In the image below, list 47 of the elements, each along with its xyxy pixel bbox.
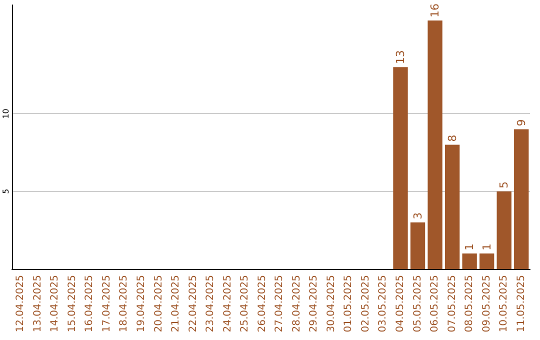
x-tick-label: 22.04.2025 xyxy=(188,275,199,332)
data-label: 5 xyxy=(498,181,511,188)
x-tick-label: 08.05.2025 xyxy=(464,275,476,332)
data-label: 8 xyxy=(446,134,459,142)
x-tick-label: 29.04.2025 xyxy=(308,275,320,332)
bar xyxy=(496,191,512,269)
x-tick-label: 24.04.2025 xyxy=(222,275,234,332)
y-tick-label: 10 xyxy=(2,108,10,119)
x-tick-label: 04.05.2025 xyxy=(395,275,406,332)
bar xyxy=(479,253,494,269)
bar xyxy=(410,222,426,269)
data-label: 9 xyxy=(514,119,528,126)
x-tick-label: 02.05.2025 xyxy=(360,275,372,332)
x-tick-label: 17.04.2025 xyxy=(101,275,112,332)
x-tick-label: 10.05.2025 xyxy=(498,275,510,332)
x-tick-label: 14.04.2025 xyxy=(50,275,61,332)
x-tick-label: 16.04.2025 xyxy=(84,275,96,332)
x-tick-label: 11.05.2025 xyxy=(516,275,527,332)
x-tick-label: 27.04.2025 xyxy=(274,275,286,332)
x-tick-label: 18.04.2025 xyxy=(118,275,130,332)
x-tick-label: 25.04.2025 xyxy=(240,275,251,332)
bar xyxy=(393,67,408,269)
x-tick-label: 06.05.2025 xyxy=(430,275,441,332)
x-tick-label: 30.04.2025 xyxy=(326,275,337,332)
data-label: 1 xyxy=(480,243,494,250)
x-tick-label: 15.04.2025 xyxy=(66,275,78,332)
x-tick-label: 13.04.2025 xyxy=(32,275,44,332)
bar xyxy=(444,144,460,269)
bar xyxy=(514,129,529,269)
x-tick-label: 05.05.2025 xyxy=(412,275,424,332)
x-tick-label: 03.05.2025 xyxy=(378,275,389,332)
x-tick-label: 07.05.2025 xyxy=(446,275,458,332)
x-tick-label: 28.04.2025 xyxy=(291,275,302,332)
x-tick-label: 26.04.2025 xyxy=(256,275,268,332)
data-label: 3 xyxy=(411,212,424,220)
data-label: 1 xyxy=(463,243,476,250)
x-tick-label: 23.04.2025 xyxy=(205,275,216,332)
data-label: 13 xyxy=(394,50,407,64)
x-tick-label: 21.04.2025 xyxy=(170,275,182,332)
bar xyxy=(462,253,477,269)
data-label: 16 xyxy=(428,4,442,18)
x-tick-label: 19.04.2025 xyxy=(136,275,147,332)
bar xyxy=(428,20,442,269)
x-tick-label: 09.05.2025 xyxy=(481,275,492,332)
x-tick-label: 12.04.2025 xyxy=(15,275,26,332)
x-tick-label: 01.05.2025 xyxy=(343,275,354,332)
x-tick-label: 20.04.2025 xyxy=(153,275,164,332)
